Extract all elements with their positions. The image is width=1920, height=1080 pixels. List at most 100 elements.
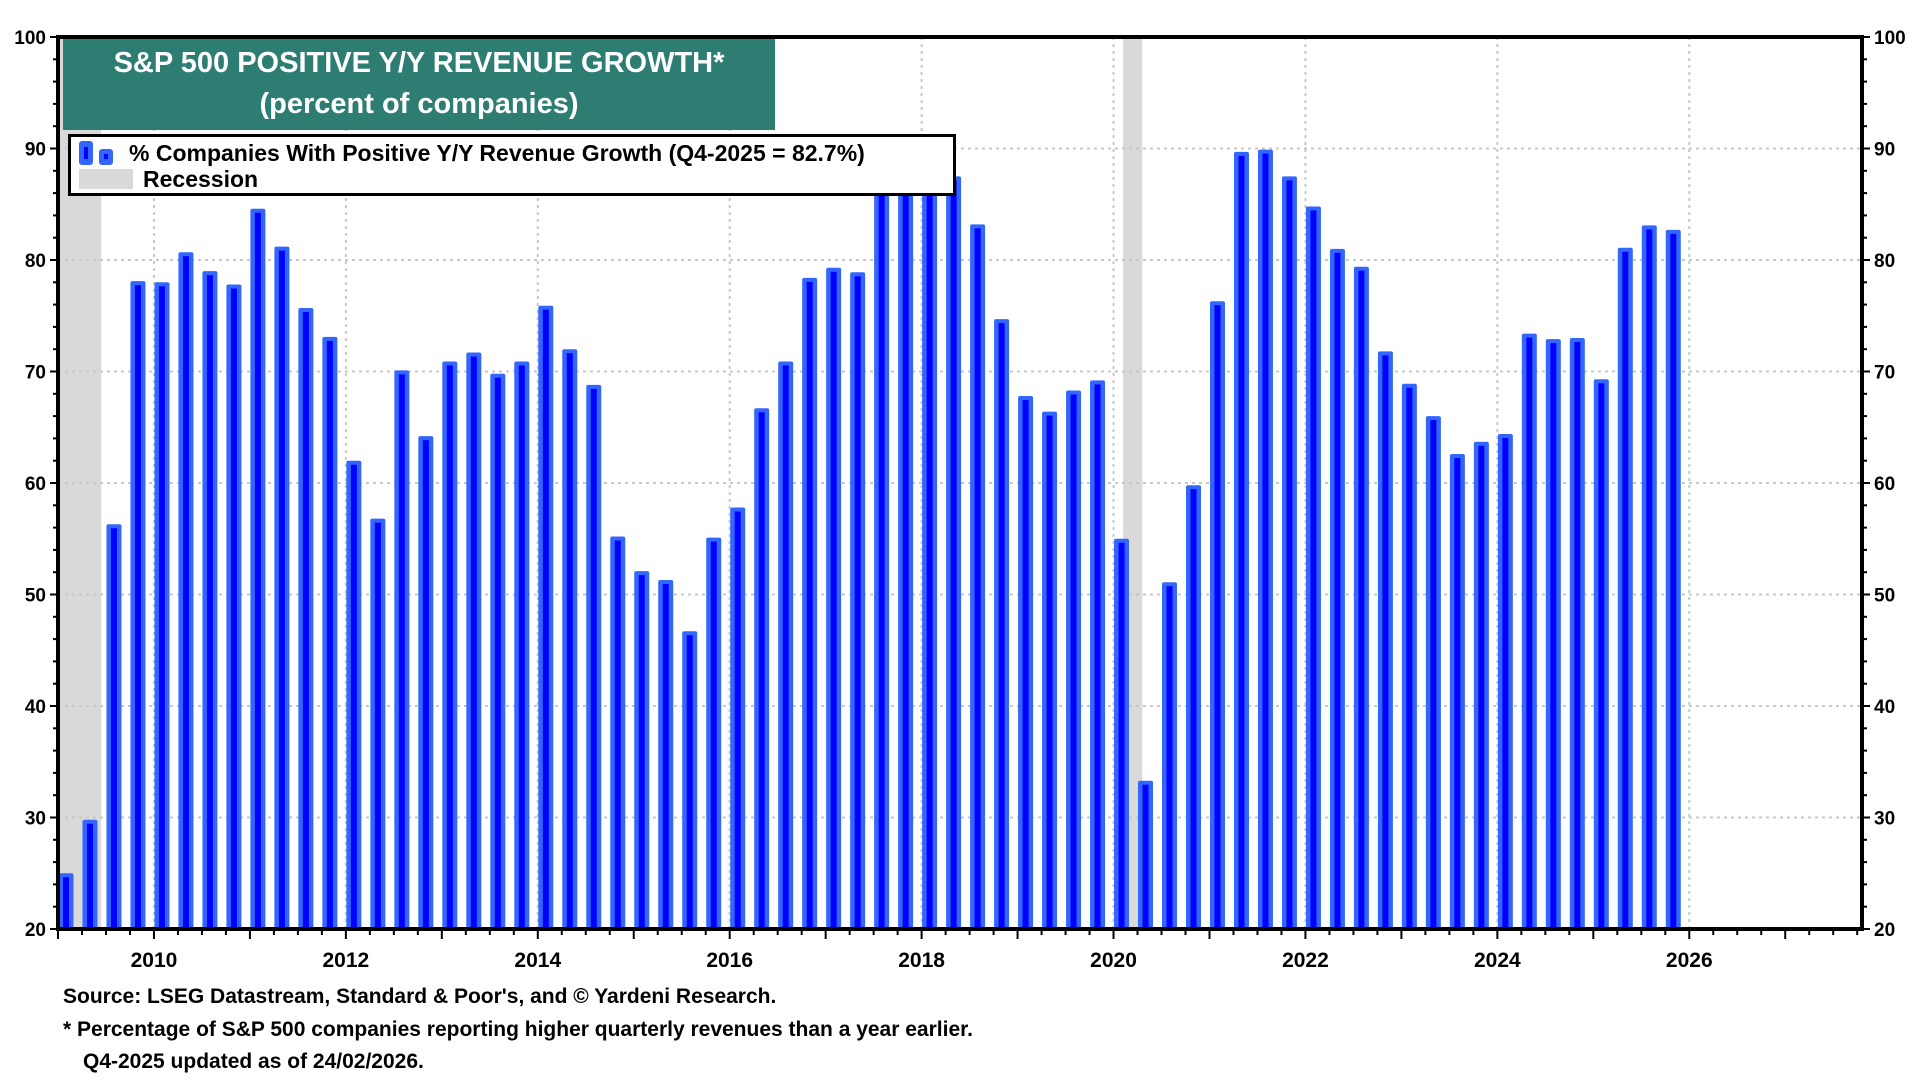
- bar-inner: [662, 584, 669, 929]
- update-note: Q4-2025 updated as of 24/02/2026.: [83, 1050, 424, 1073]
- source-note: Source: LSEG Datastream, Standard & Poor…: [63, 985, 777, 1008]
- bar-inner: [926, 169, 933, 930]
- bar-inner: [1598, 383, 1605, 929]
- x-tick-label: 2022: [1282, 949, 1329, 972]
- bar-inner: [950, 180, 957, 929]
- bar-inner: [422, 440, 429, 929]
- x-tick-label: 2026: [1666, 949, 1713, 972]
- bar-inner: [1454, 458, 1461, 929]
- x-tick-label: 2018: [898, 949, 945, 972]
- chart-title-box: S&P 500 POSITIVE Y/Y REVENUE GROWTH* (pe…: [63, 39, 775, 130]
- bar-inner: [1070, 394, 1077, 930]
- bar-inner: [638, 575, 645, 929]
- bar-swatch-icon: [79, 141, 93, 165]
- bar-inner: [1622, 251, 1629, 930]
- bar-inner: [446, 365, 453, 930]
- bar-inner: [1646, 229, 1653, 929]
- bar-inner: [542, 309, 549, 930]
- y-tick-label-right: 50: [1874, 586, 1895, 607]
- x-tick-label: 2014: [514, 949, 561, 972]
- bar-inner: [758, 412, 765, 929]
- bar-inner: [854, 276, 861, 929]
- x-tick-label: 2012: [323, 949, 370, 972]
- bar-inner: [1574, 342, 1581, 929]
- footnote: * Percentage of S&P 500 companies report…: [63, 1018, 973, 1041]
- y-tick-label-right: 60: [1874, 474, 1895, 495]
- y-tick-label-left: 90: [25, 140, 46, 161]
- bar-inner: [1430, 420, 1437, 929]
- bar-inner: [158, 286, 165, 929]
- bar-inner: [206, 275, 213, 929]
- bar-inner: [1214, 305, 1221, 929]
- bar-inner: [1502, 437, 1509, 929]
- bar-inner: [302, 311, 309, 929]
- y-tick-label-left: 40: [25, 697, 46, 718]
- legend-label-recession: Recession: [143, 165, 259, 192]
- x-tick-label: 2010: [131, 949, 178, 972]
- bar-inner: [590, 388, 597, 929]
- bar-inner: [470, 356, 477, 929]
- bar-inner: [1262, 153, 1269, 930]
- bar-inner: [734, 511, 741, 929]
- bar-inner: [110, 528, 117, 929]
- bar-inner: [998, 323, 1005, 930]
- bar-inner: [1406, 387, 1413, 929]
- bar-inner: [350, 464, 357, 929]
- bar-inner: [686, 635, 693, 929]
- bar-inner: [1478, 445, 1485, 929]
- y-tick-label-right: 40: [1874, 697, 1895, 718]
- bar-inner: [1550, 343, 1557, 929]
- x-tick-label: 2016: [706, 949, 753, 972]
- y-tick-label-right: 30: [1874, 809, 1895, 830]
- bar-inner: [1118, 542, 1125, 929]
- bars: [58, 149, 1681, 930]
- bar-inner: [1142, 784, 1149, 929]
- y-tick-label-right: 20: [1874, 920, 1895, 941]
- bar-inner: [902, 174, 909, 930]
- bar-inner: [710, 541, 717, 929]
- bar-inner: [1022, 400, 1029, 929]
- bar-swatch-small-icon: [99, 149, 113, 165]
- bar-inner: [494, 377, 501, 930]
- bar-inner: [1382, 355, 1389, 929]
- bar-inner: [1358, 270, 1365, 929]
- bar-inner: [782, 365, 789, 930]
- y-tick-label-left: 80: [25, 251, 46, 272]
- bar-inner: [278, 250, 285, 929]
- legend-item-series: % Companies With Positive Y/Y Revenue Gr…: [79, 140, 865, 166]
- bar-inner: [254, 212, 261, 929]
- y-tick-label-right: 80: [1874, 251, 1895, 272]
- bar-inner: [326, 340, 333, 929]
- bar-inner: [614, 540, 621, 929]
- bar-inner: [1094, 384, 1101, 929]
- bar-inner: [1334, 252, 1341, 930]
- y-tick-label-right: 100: [1874, 28, 1906, 49]
- bar-inner: [398, 374, 405, 929]
- bar-inner: [230, 288, 237, 929]
- bar-inner: [1310, 210, 1317, 930]
- bar-inner: [134, 285, 141, 929]
- bar-inner: [374, 522, 381, 929]
- bar-inner: [1526, 337, 1533, 930]
- x-tick-label: 2024: [1474, 949, 1521, 972]
- chart-title: S&P 500 POSITIVE Y/Y REVENUE GROWTH*: [113, 47, 725, 79]
- bar-inner: [806, 281, 813, 930]
- bar-inner: [62, 877, 69, 929]
- recession-swatch-icon: [79, 169, 133, 189]
- bar-inner: [830, 271, 837, 929]
- y-tick-label-left: 60: [25, 474, 46, 495]
- x-tick-label: 2020: [1090, 949, 1137, 972]
- bar-inner: [1286, 180, 1293, 929]
- bar-inner: [1190, 489, 1197, 929]
- bar-inner: [518, 365, 525, 930]
- axes: [50, 35, 1870, 939]
- bar-inner: [1238, 155, 1245, 930]
- y-tick-label-right: 70: [1874, 363, 1895, 384]
- chart-subtitle: (percent of companies): [259, 88, 579, 120]
- bar-inner: [566, 353, 573, 929]
- bar-inner: [182, 256, 189, 929]
- legend-item-recession: Recession: [79, 166, 258, 192]
- y-tick-label-left: 50: [25, 586, 46, 607]
